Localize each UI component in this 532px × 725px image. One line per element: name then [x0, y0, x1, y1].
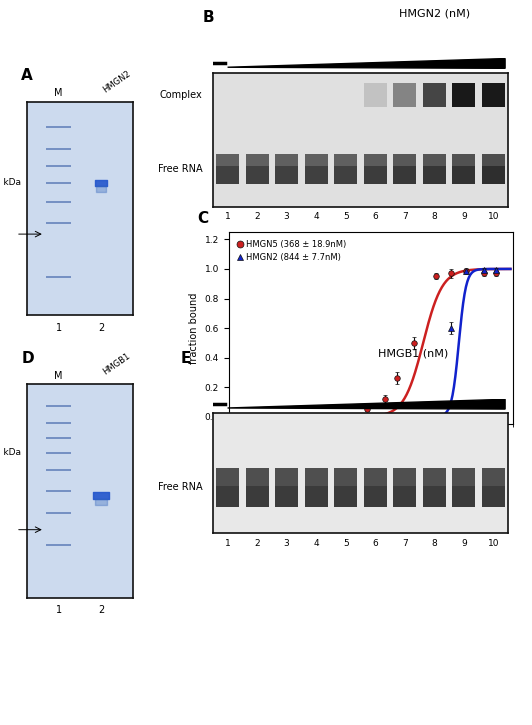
FancyBboxPatch shape — [305, 154, 328, 184]
Text: 6: 6 — [372, 212, 378, 221]
FancyBboxPatch shape — [334, 154, 357, 166]
FancyBboxPatch shape — [246, 468, 269, 507]
FancyBboxPatch shape — [305, 468, 328, 507]
FancyBboxPatch shape — [393, 154, 416, 184]
FancyBboxPatch shape — [452, 468, 475, 507]
FancyBboxPatch shape — [216, 468, 239, 507]
FancyBboxPatch shape — [216, 154, 239, 166]
Text: 5: 5 — [343, 539, 348, 547]
FancyBboxPatch shape — [423, 154, 446, 166]
FancyBboxPatch shape — [364, 154, 387, 166]
FancyBboxPatch shape — [275, 154, 298, 166]
Text: C: C — [197, 211, 208, 226]
Text: HMGN2: HMGN2 — [101, 69, 132, 94]
FancyBboxPatch shape — [364, 83, 387, 107]
FancyBboxPatch shape — [305, 154, 328, 166]
Text: HMGN2 (nM): HMGN2 (nM) — [398, 8, 470, 18]
Text: 1: 1 — [55, 323, 62, 333]
Text: 1: 1 — [225, 539, 230, 547]
Text: 3: 3 — [284, 212, 289, 221]
Text: 8: 8 — [431, 539, 437, 547]
FancyBboxPatch shape — [482, 154, 505, 184]
FancyBboxPatch shape — [423, 154, 446, 184]
FancyBboxPatch shape — [482, 154, 505, 166]
Polygon shape — [228, 59, 505, 68]
Text: 8: 8 — [431, 212, 437, 221]
FancyBboxPatch shape — [216, 154, 239, 184]
Text: D: D — [21, 351, 34, 366]
FancyBboxPatch shape — [482, 468, 505, 507]
Text: M: M — [54, 370, 63, 381]
FancyBboxPatch shape — [364, 468, 387, 486]
FancyBboxPatch shape — [334, 468, 357, 486]
Text: HMGB1 (nM): HMGB1 (nM) — [378, 349, 448, 359]
Text: A: A — [21, 68, 33, 83]
Text: 2: 2 — [98, 323, 104, 333]
Text: 2: 2 — [254, 539, 260, 547]
Legend: HMGN5 (368 ± 18.9nM), HMGN2 (844 ± 7.7nM): HMGN5 (368 ± 18.9nM), HMGN2 (844 ± 7.7nM… — [233, 236, 350, 265]
FancyBboxPatch shape — [423, 468, 446, 507]
Text: 35 kDa: 35 kDa — [0, 448, 21, 457]
Text: HMGB1: HMGB1 — [101, 352, 132, 377]
Text: 2: 2 — [254, 212, 260, 221]
X-axis label: protein concentration (nM): protein concentration (nM) — [305, 452, 437, 462]
FancyBboxPatch shape — [452, 154, 475, 184]
Text: 10: 10 — [487, 212, 499, 221]
Text: 4: 4 — [313, 212, 319, 221]
FancyBboxPatch shape — [482, 468, 505, 486]
Text: 4: 4 — [313, 539, 319, 547]
FancyBboxPatch shape — [452, 83, 475, 107]
FancyBboxPatch shape — [246, 154, 269, 184]
FancyBboxPatch shape — [275, 468, 298, 507]
FancyBboxPatch shape — [423, 468, 446, 486]
FancyBboxPatch shape — [275, 154, 298, 184]
FancyBboxPatch shape — [393, 468, 416, 486]
Text: 3: 3 — [284, 539, 289, 547]
Text: Free RNA: Free RNA — [157, 164, 202, 174]
Text: 6: 6 — [372, 539, 378, 547]
Text: 1: 1 — [225, 212, 230, 221]
FancyBboxPatch shape — [482, 83, 505, 107]
FancyBboxPatch shape — [305, 468, 328, 486]
FancyBboxPatch shape — [334, 154, 357, 184]
Text: 1: 1 — [55, 605, 62, 616]
FancyBboxPatch shape — [246, 468, 269, 486]
Polygon shape — [228, 399, 505, 409]
Text: M: M — [54, 88, 63, 98]
Text: 9: 9 — [461, 539, 467, 547]
FancyBboxPatch shape — [364, 468, 387, 507]
Text: 10: 10 — [487, 539, 499, 547]
Y-axis label: fraction bound: fraction bound — [189, 292, 199, 364]
FancyBboxPatch shape — [216, 468, 239, 486]
Text: 5: 5 — [343, 212, 348, 221]
Text: 7: 7 — [402, 539, 408, 547]
FancyBboxPatch shape — [393, 154, 416, 166]
FancyBboxPatch shape — [246, 154, 269, 166]
Text: 35 kDa: 35 kDa — [0, 178, 21, 187]
FancyBboxPatch shape — [364, 154, 387, 184]
FancyBboxPatch shape — [423, 83, 446, 107]
Text: 7: 7 — [402, 212, 408, 221]
Text: E: E — [181, 351, 192, 366]
FancyBboxPatch shape — [275, 468, 298, 486]
FancyBboxPatch shape — [452, 154, 475, 166]
FancyBboxPatch shape — [452, 468, 475, 486]
Text: B: B — [202, 10, 214, 25]
FancyBboxPatch shape — [393, 468, 416, 507]
FancyBboxPatch shape — [334, 468, 357, 507]
Text: Complex: Complex — [160, 91, 202, 100]
Text: 9: 9 — [461, 212, 467, 221]
Text: 2: 2 — [98, 605, 104, 616]
Text: Free RNA: Free RNA — [157, 482, 202, 492]
FancyBboxPatch shape — [393, 83, 416, 107]
